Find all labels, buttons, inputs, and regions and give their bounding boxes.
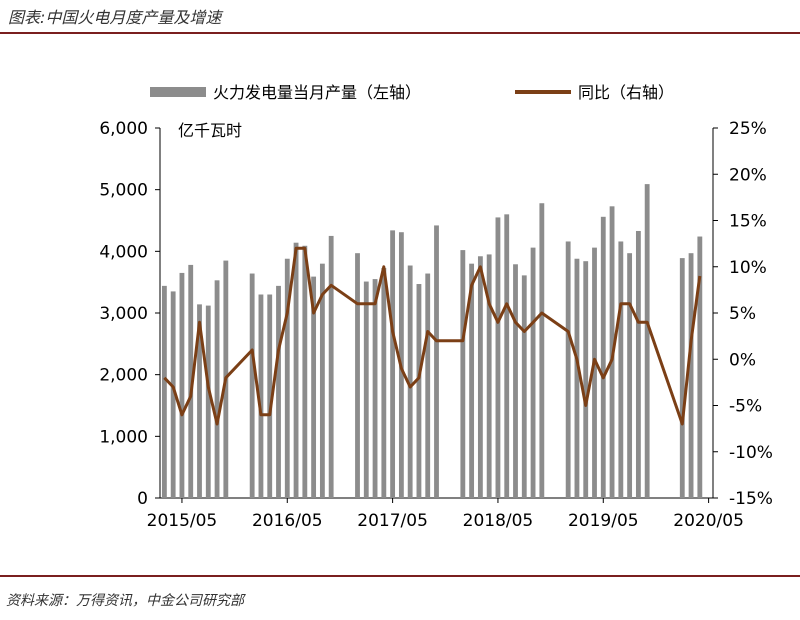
source-note: 资料来源：万得资讯，中金公司研究部: [6, 593, 244, 609]
bar: [293, 242, 299, 498]
left-tick-label: 0: [137, 489, 148, 509]
bar: [592, 247, 597, 498]
bar: [434, 225, 439, 498]
bar: [372, 279, 378, 498]
left-tick-label: 1,000: [99, 427, 148, 447]
right-tick-label: -15%: [729, 489, 773, 509]
right-tick-label: 25%: [729, 119, 767, 139]
x-tick-label: 2018/05: [463, 511, 534, 531]
right-tick-label: 0%: [729, 350, 756, 370]
left-tick-label: 3,000: [99, 304, 148, 324]
bar: [618, 241, 624, 498]
bar: [583, 261, 589, 498]
bar: [539, 203, 545, 498]
bar: [267, 294, 273, 498]
left-tick-label: 2,000: [99, 366, 148, 386]
bar: [644, 184, 650, 498]
bar: [469, 263, 475, 498]
left-tick-label: 5,000: [99, 181, 148, 201]
x-tick-label: 2017/05: [357, 511, 428, 531]
combo-chart: 火力发电量当月产量（左轴） 同比（右轴） 亿千瓦时 6,000 5,000 4,00…: [99, 83, 773, 531]
bar: [197, 304, 202, 498]
bar: [486, 254, 492, 498]
bar: [311, 276, 317, 498]
bar: [495, 217, 501, 498]
x-tick-label: 2019/05: [568, 511, 639, 531]
header-rule: [0, 32, 800, 34]
bar: [249, 273, 255, 498]
legend-line-swatch: [515, 90, 571, 94]
bar: [214, 280, 220, 498]
bar: [635, 230, 641, 498]
bar: [319, 263, 325, 498]
bar: [688, 253, 694, 498]
bar: [170, 291, 176, 498]
bar: [188, 264, 194, 498]
right-tick-label: 20%: [729, 165, 767, 185]
bar: [161, 285, 167, 498]
bar: [179, 272, 185, 498]
bar: [390, 230, 396, 498]
bar: [416, 284, 422, 498]
bar: [284, 258, 290, 498]
bar: [513, 264, 518, 498]
bar: [574, 258, 580, 498]
bar: [530, 247, 536, 498]
legend-bar-swatch: [150, 87, 206, 97]
right-tick-label: -10%: [729, 443, 773, 463]
bar: [276, 285, 281, 498]
bar: [425, 273, 431, 498]
chart-title: 图表:中国火电月度产量及增速: [8, 8, 222, 27]
bar: [504, 214, 510, 499]
yoy-line-series: [163, 246, 702, 426]
footer-rule: [0, 575, 800, 577]
bar: [627, 253, 633, 498]
bar-series: [161, 184, 703, 499]
left-axis-ticks: 6,000 5,000 4,000 3,000 2,000 1,000 0: [99, 119, 160, 509]
bar: [565, 241, 571, 498]
legend-line-label: 同比（右轴）: [578, 83, 674, 102]
x-tick-label: 2016/05: [252, 511, 323, 531]
right-tick-label: 15%: [729, 212, 767, 232]
bar: [328, 235, 334, 498]
right-tick-label: 5%: [729, 304, 756, 324]
bar: [460, 250, 466, 498]
legend: 火力发电量当月产量（左轴） 同比（右轴）: [150, 83, 674, 102]
chart-header: 图表:中国火电月度产量及增速: [8, 4, 792, 30]
bar: [600, 216, 606, 499]
bar: [302, 245, 308, 498]
bar: [697, 236, 703, 499]
x-axis-ticks: 2015/05 2016/05 2017/05 2018/05 2019/05 2020/…: [147, 498, 744, 531]
right-tick-label: 10%: [729, 258, 767, 278]
x-tick-label: 2015/05: [147, 511, 218, 531]
bar: [381, 267, 387, 498]
bar: [521, 275, 527, 498]
right-tick-label: -5%: [729, 397, 762, 417]
bar: [258, 294, 264, 498]
left-axis-unit: 亿千瓦时: [178, 121, 242, 140]
bar: [363, 281, 369, 498]
x-tick-label: 2020/05: [673, 511, 744, 531]
legend-bar-label: 火力发电量当月产量（左轴）: [213, 83, 421, 102]
right-axis-ticks: 25% 20% 15% 10% 5% 0% -5% -10% -15%: [713, 119, 773, 509]
left-tick-label: 6,000: [99, 119, 148, 139]
bar: [407, 265, 413, 498]
bar: [205, 305, 211, 498]
bar: [477, 256, 483, 498]
bar: [679, 258, 685, 498]
bar: [355, 253, 360, 498]
left-tick-label: 4,000: [99, 242, 148, 262]
